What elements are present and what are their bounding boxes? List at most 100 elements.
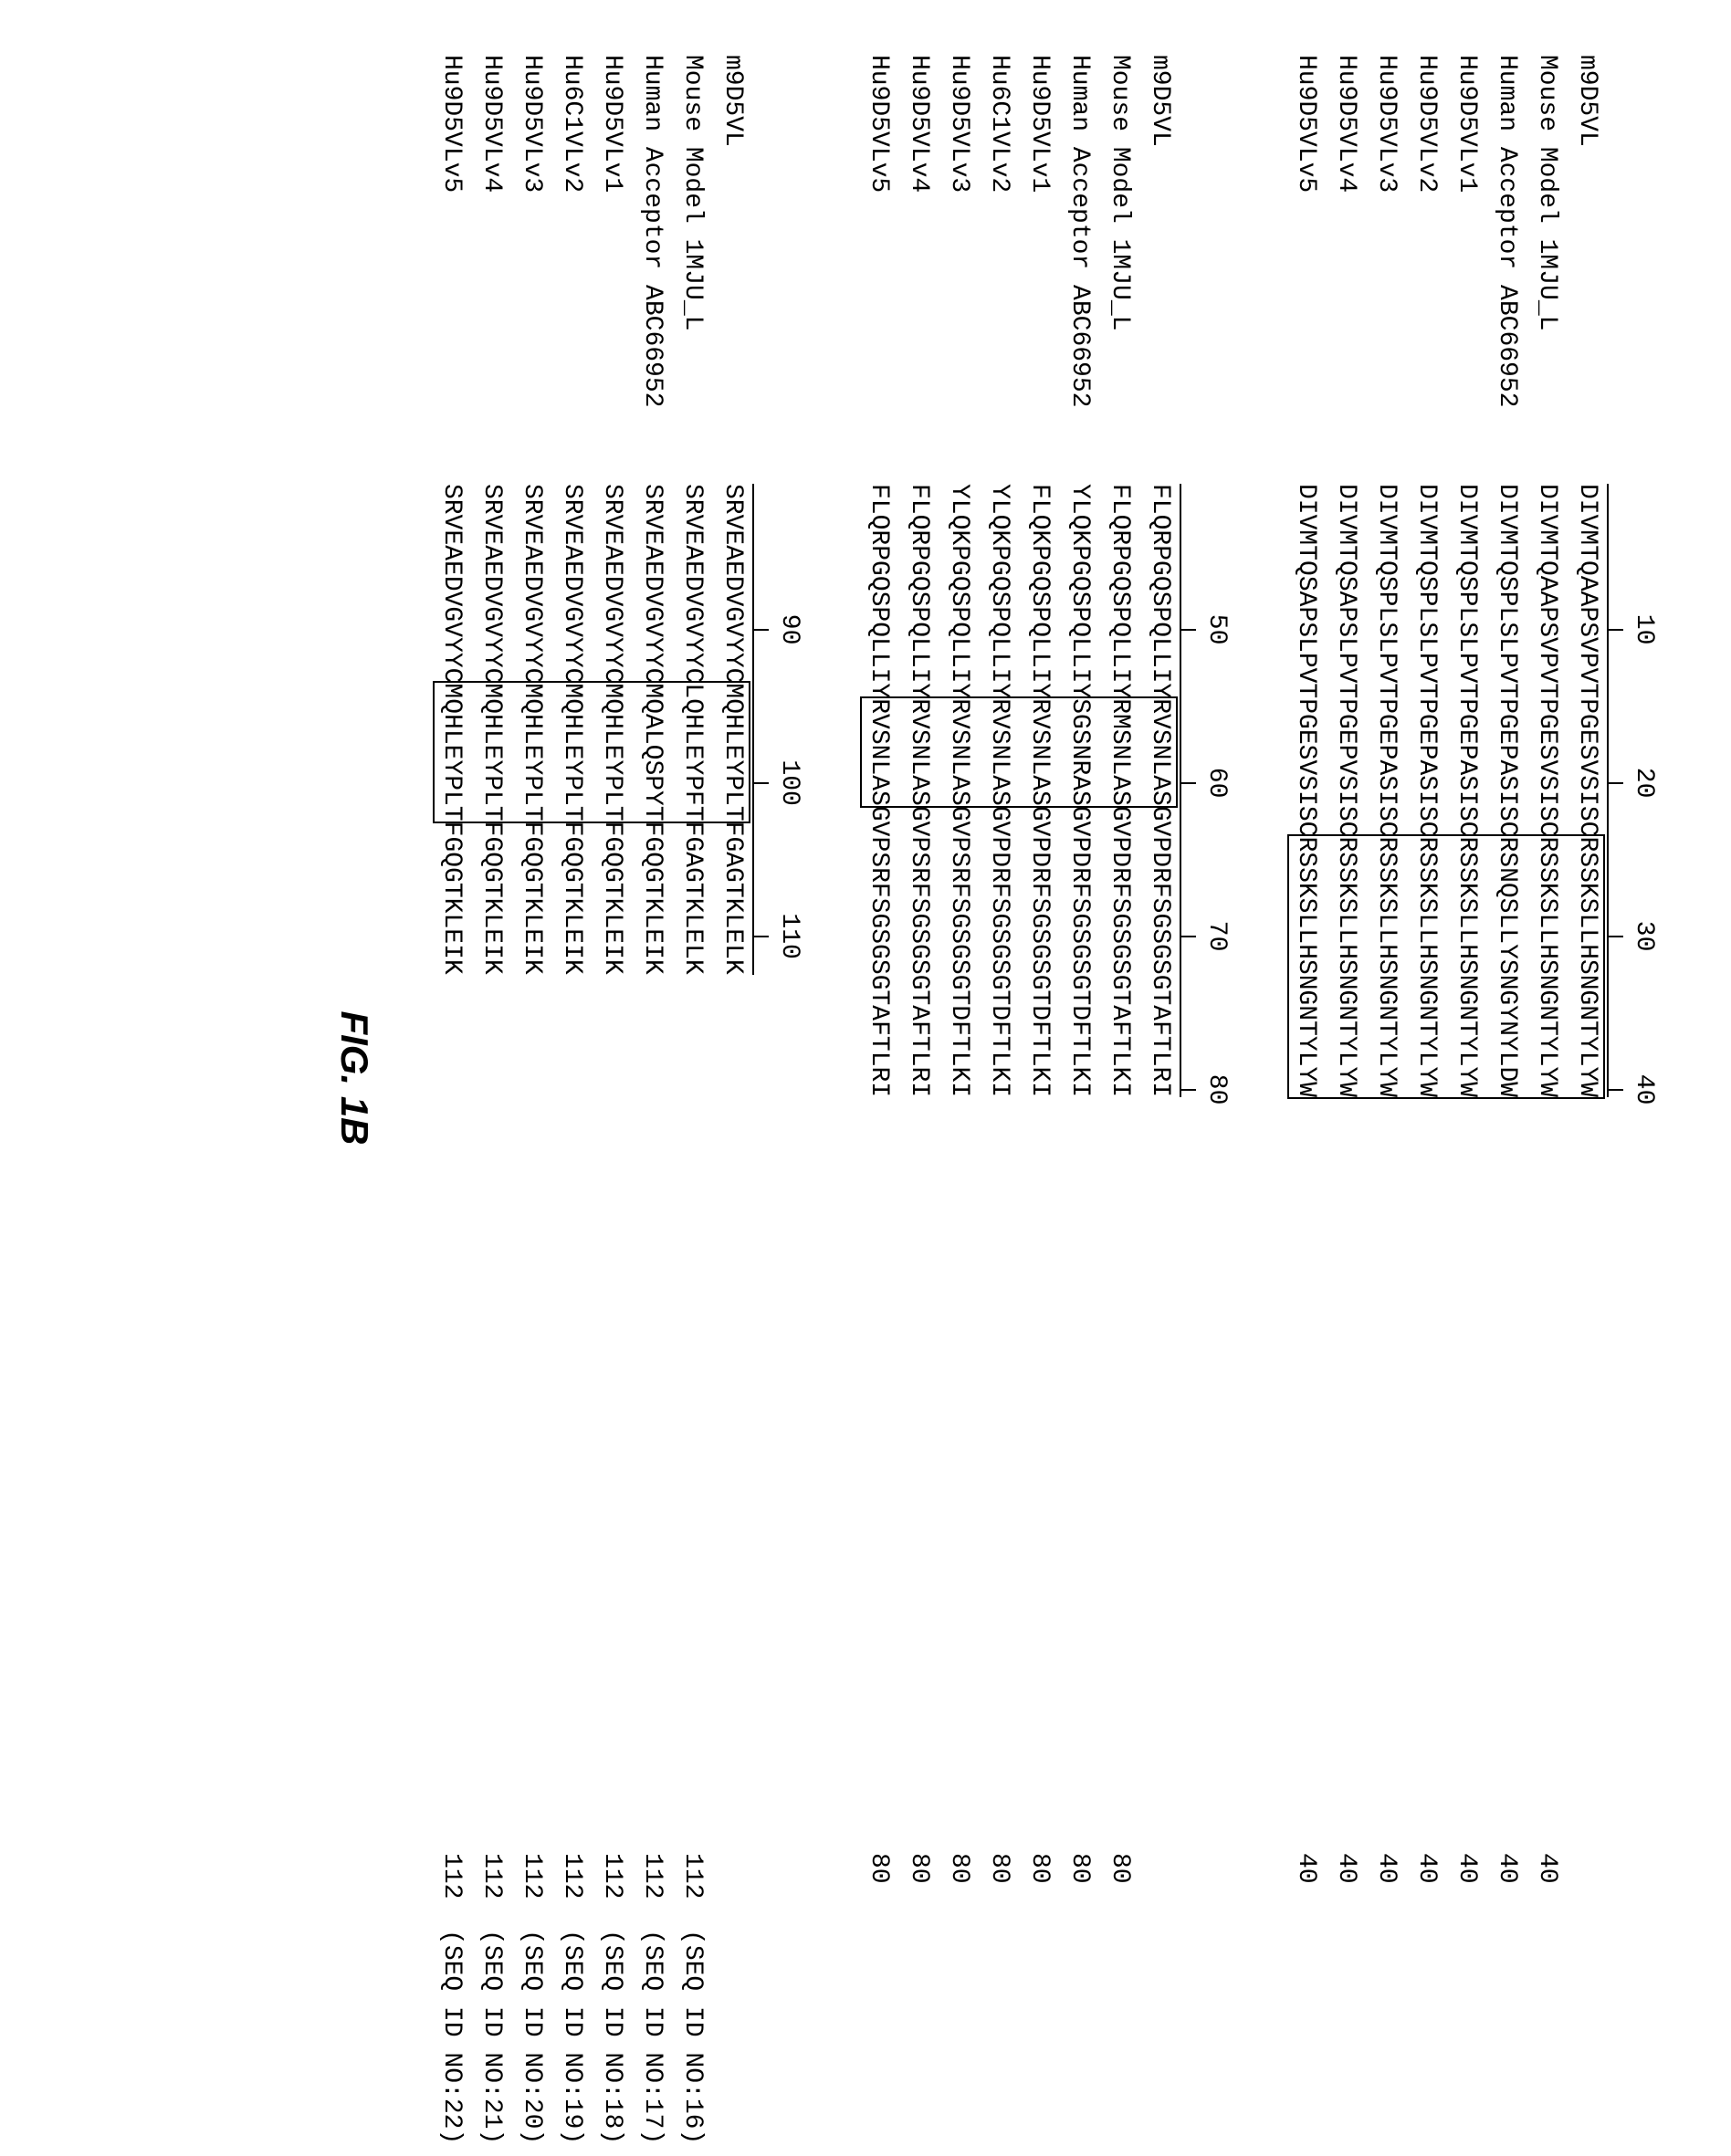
sequence-cell: FLQRPGQSPQLLIYRVSNLASGVPSRFSGSGSGTAFTLRI (898, 484, 939, 1835)
rows-holder: m9D5VLFLQRPGQSPQLLIYRVSNLASGVPDRFSGSGSGT… (858, 55, 1180, 2101)
sequence-text: YLQKPGQSPQLLIYSGSNRASGVPDRFSGSGSGTDFTLKI (1065, 484, 1094, 1097)
sequence-cell: FLQRPGQSPQLLIYRVSNLASGVPSRFSGSGSGTAFTLRI (858, 484, 898, 1835)
sequence-cell: SRVEAEDVGVYYCMQHLEYPLTFGAGTKLELK (712, 484, 752, 1835)
ruler-number: 70 (1202, 921, 1231, 952)
sequence-cell: DIVMTQSAPSLPVTPGESVSISCRSSKSLLHSNGNTYLYW (1285, 484, 1326, 1835)
sequence-row: Human Acceptor ABC66952SRVEAEDVGVYYCMQAL… (632, 55, 672, 2101)
ruler-tick (752, 782, 769, 784)
sequence-row: Hu9D5VLv3YLQKPGQSPQLLIYRVSNLASGVPSRFSGSG… (939, 55, 979, 2101)
sequence-row: Hu9D5VLv5FLQRPGQSPQLLIYRVSNLASGVPSRFSGSG… (858, 55, 898, 2101)
ruler-number: 110 (775, 913, 803, 958)
sequence-name: Human Acceptor ABC66952 (1059, 55, 1099, 484)
sequence-tail: 112 (SEQ ID NO:20) (511, 1835, 551, 2072)
sequence-text: DIVMTQAAPSVPVTPGESVSISCRSSKSLLHSNGNTYLYW (1533, 484, 1561, 1097)
sequence-row: Hu9D5VLv4DIVMTQSAPSLPVTPGEPVSISCRSSKSLLH… (1326, 55, 1366, 2101)
sequence-tail: 112 (SEQ ID NO:16) (672, 1835, 712, 2072)
sequence-name: Hu9D5VLv5 (431, 55, 471, 484)
sequence-tail: 80 (1059, 1835, 1099, 2072)
sequence-row: Hu9D5VLv5DIVMTQSAPSLPVTPGESVSISCRSSKSLLH… (1285, 55, 1326, 2101)
ruler-number: 90 (775, 614, 803, 645)
ruler-tick (1180, 936, 1196, 937)
ruler-number: 50 (1202, 614, 1231, 645)
ruler-number: 10 (1630, 614, 1658, 645)
sequence-tail: 80 (1019, 1835, 1059, 2072)
sequence-cell: FLQRPGQSPQLLIYRVSNLASGVPDRFSGSGSGTAFTLRI (1139, 484, 1180, 1835)
ruler-cell: 90 100 110 (752, 484, 803, 1835)
sequence-row: Hu6C1VLv2SRVEAEDVGVYYCMQHLEYPLTFGQGTKLEI… (551, 55, 592, 2101)
sequence-row: m9D5VLSRVEAEDVGVYYCMQHLEYPLTFGAGTKLELK (712, 55, 752, 2101)
sequence-name: Hu6C1VLv2 (551, 55, 592, 484)
ruler-number: 80 (1202, 1074, 1231, 1105)
sequence-cell: SRVEAEDVGVYYCMQHLEYPLTFGQGTKLEIK (551, 484, 592, 1835)
sequence-tail: 80 (939, 1835, 979, 2072)
sequence-cell: YLQKPGQSPQLLIYSGSNRASGVPDRFSGSGSGTDFTLKI (1059, 484, 1099, 1835)
ruler-tick (752, 629, 769, 631)
sequence-cell: DIVMTQSAPSLPVTPGEPVSISCRSSKSLLHSNGNTYLYW (1326, 484, 1366, 1835)
sequence-text: FLQRPGQSPQLLIYRMSNLASGVPDRFSGSGSGTAFTLKI (1106, 484, 1134, 1097)
sequence-row: Human Acceptor ABC66952DIVMTQSPLSLPVTPGE… (1486, 55, 1526, 2101)
alignment-block: 90 100 110 m9D5VLSRVEAEDVGVYYCMQHLEYPLTFGAG… (431, 55, 803, 2101)
sequence-tail: 40 (1526, 1835, 1567, 2072)
figure-label: FIG. 1B (332, 55, 376, 2101)
sequence-name: m9D5VL (712, 55, 752, 484)
ruler-cell: 50607080 (1180, 484, 1231, 1835)
sequence-name: Hu9D5VLv5 (1285, 55, 1326, 484)
sequence-tail: 112 (SEQ ID NO:19) (551, 1835, 592, 2072)
sequence-text: FLQRPGQSPQLLIYRVSNLASGVPSRFSGSGSGTAFTLRI (865, 484, 893, 1097)
sequence-tail: 80 (898, 1835, 939, 2072)
sequence-row: Hu9D5VLv4FLQRPGQSPQLLIYRVSNLASGVPSRFSGSG… (898, 55, 939, 2101)
sequence-cell: SRVEAEDVGVYYCMQHLEYPLTFGQGTKLEIK (511, 484, 551, 1835)
ruler-row: 10203040 (1607, 55, 1658, 2101)
sequence-name: Hu6C1VLv2 (979, 55, 1019, 484)
sequence-tail: 112 (SEQ ID NO:17) (632, 1835, 672, 2072)
sequence-tail: 80 (858, 1835, 898, 2072)
sequence-cell: SRVEAEDVGVYYCMQHLEYPLTFGQGTKLEIK (471, 484, 511, 1835)
sequence-text: SRVEAEDVGVYYCMQHLEYPLTFGQGTKLEIK (518, 484, 546, 975)
sequence-name: Hu9D5VLv3 (939, 55, 979, 484)
sequence-tail: 40 (1406, 1835, 1446, 2072)
sequence-row: Mouse Model 1MJU_LDIVMTQAAPSVPVTPGESVSIS… (1526, 55, 1567, 2101)
ruler-row: 50607080 (1180, 55, 1231, 2101)
sequence-cell: SRVEAEDVGVYYCMQHLEYPLTFGQGTKLEIK (431, 484, 471, 1835)
ruler-tick (1180, 782, 1196, 784)
sequence-cell: DIVMTQSPLSLPVTPGEPASISCRSSKSLLHSNGNTYLYW (1406, 484, 1446, 1835)
sequence-cell: DIVMTQAAPSVPVTPGESVSISCRSSKSLLHSNGNTYLYW (1567, 484, 1607, 1835)
ruler-number: 100 (775, 759, 803, 805)
ruler-line (1180, 484, 1181, 1097)
ruler-tick (1180, 629, 1196, 631)
ruler-line (1607, 484, 1609, 1097)
ruler-row: 90 100 110 (752, 55, 803, 2101)
sequence-text: SRVEAEDVGVYYCMQHLEYPLTFGQGTKLEIK (477, 484, 506, 975)
sequence-tail: 112 (SEQ ID NO:18) (592, 1835, 632, 2072)
sequence-row: Hu9D5VLv1SRVEAEDVGVYYCMQHLEYPLTFGQGTKLEI… (592, 55, 632, 2101)
sequence-text: DIVMTQSPLSLPVTPGEPASISCRSSKSLLHSNGNTYLYW (1412, 484, 1441, 1097)
sequence-row: Hu6C1VLv2YLQKPGQSPQLLIYRVSNLASGVPDRFSGSG… (979, 55, 1019, 2101)
sequence-name: Hu9D5VLv4 (898, 55, 939, 484)
sequence-cell: YLQKPGQSPQLLIYRVSNLASGVPDRFSGSGSGTDFTLKI (979, 484, 1019, 1835)
sequence-text: YLQKPGQSPQLLIYRVSNLASGVPDRFSGSGSGTDFTLKI (985, 484, 1013, 1097)
sequence-text: SRVEAEDVGVYYCMQHLEYPLTFGQGTKLEIK (558, 484, 586, 975)
sequence-text: DIVMTQSPLSLPVTPGEPASISCRSNQSLLYSNGYNYLDW (1493, 484, 1521, 1097)
sequence-tail: 40 (1366, 1835, 1406, 2072)
sequence-text: YLQKPGQSPQLLIYRVSNLASGVPSRFSGSGSGTDFTLKI (945, 484, 973, 1097)
sequence-tail: 80 (979, 1835, 1019, 2072)
ruler-tick (1607, 782, 1623, 784)
ruler-tick (1607, 629, 1623, 631)
sequence-tail: 40 (1326, 1835, 1366, 2072)
sequence-name: Hu9D5VLv2 (1406, 55, 1446, 484)
sequence-tail: 80 (1099, 1835, 1139, 2072)
sequence-text: DIVMTQSAPSLPVTPGEPVSISCRSSKSLLHSNGNTYLYW (1332, 484, 1360, 1097)
ruler-tick (1180, 1089, 1196, 1091)
sequence-row: Hu9D5VLv4SRVEAEDVGVYYCMQHLEYPLTFGQGTKLEI… (471, 55, 511, 2101)
ruler-number: 20 (1630, 768, 1658, 799)
sequence-name: m9D5VL (1139, 55, 1180, 484)
sequence-row: Hu9D5VLv3SRVEAEDVGVYYCMQHLEYPLTFGQGTKLEI… (511, 55, 551, 2101)
sequence-name: Hu9D5VLv1 (592, 55, 632, 484)
sequence-cell: SRVEAEDVGVYYCMQHLEYPLTFGQGTKLEIK (592, 484, 632, 1835)
sequence-name: Hu9D5VLv1 (1019, 55, 1059, 484)
sequence-text: DIVMTQSAPSLPVTPGESVSISCRSSKSLLHSNGNTYLYW (1292, 484, 1320, 1097)
sequence-name: Hu9D5VLv5 (858, 55, 898, 484)
sequence-tail: 112 (SEQ ID NO:21) (471, 1835, 511, 2072)
alignment-block: 10203040m9D5VLDIVMTQAAPSVPVTPGESVSISCRSS… (1285, 55, 1658, 2101)
sequence-row: Hu9D5VLv3DIVMTQSPLSLPVTPGEPASISCRSSKSLLH… (1366, 55, 1406, 2101)
